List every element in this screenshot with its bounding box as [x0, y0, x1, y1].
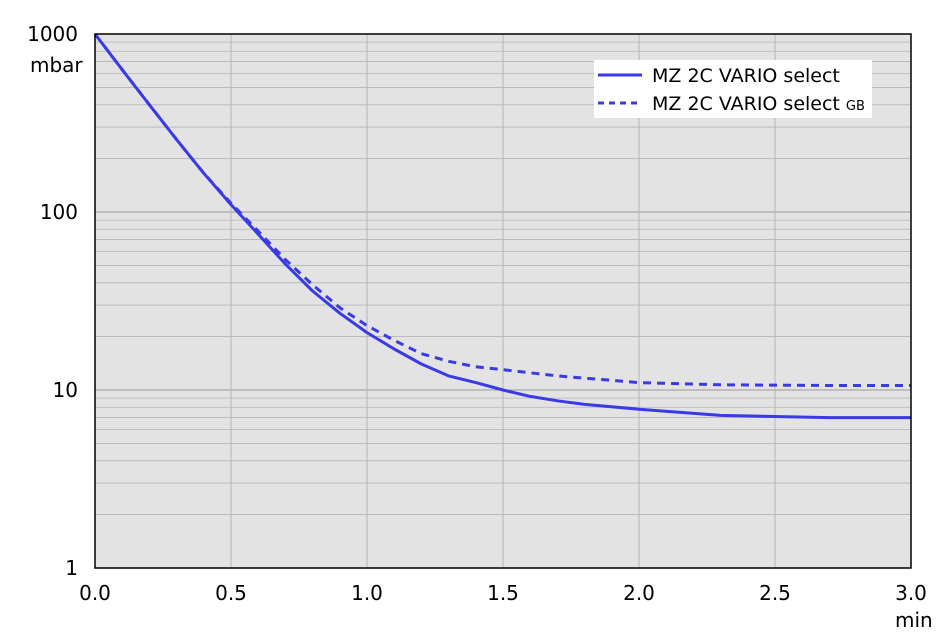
legend-label-series2-suffix: GB	[846, 99, 865, 114]
series-layer	[93, 33, 911, 420]
series-line-select	[93, 33, 911, 420]
plot-border	[94, 33, 912, 569]
y-axis-ticks: 1 10 100 1000	[27, 22, 78, 580]
y-tick-label: 1	[65, 556, 78, 580]
y-axis-unit: mbar	[30, 53, 83, 77]
legend: MZ 2C VARIO select MZ 2C VARIO select GB	[594, 60, 872, 118]
legend-label-series1: MZ 2C VARIO select	[652, 65, 840, 87]
x-tick-label: 3.0	[895, 581, 927, 605]
legend-label-series2: MZ 2C VARIO select GB	[652, 93, 865, 115]
y-tick-label: 100	[40, 200, 78, 224]
y-tick-label: 1000	[27, 22, 78, 46]
x-tick-label: 2.5	[759, 581, 791, 605]
x-axis-unit: min	[895, 608, 933, 632]
x-tick-label: 1.5	[487, 581, 519, 605]
y-tick-label: 10	[53, 378, 78, 402]
legend-label-series2-main: MZ 2C VARIO select	[652, 93, 846, 115]
x-tick-label: 0.0	[79, 581, 111, 605]
x-tick-label: 1.0	[351, 581, 383, 605]
x-axis-ticks: 0.0 0.5 1.0 1.5 2.0 2.5 3.0	[79, 581, 927, 605]
series-line-gb	[93, 33, 911, 387]
legend-background	[594, 60, 872, 118]
x-tick-label: 0.5	[215, 581, 247, 605]
x-tick-label: 2.0	[623, 581, 655, 605]
